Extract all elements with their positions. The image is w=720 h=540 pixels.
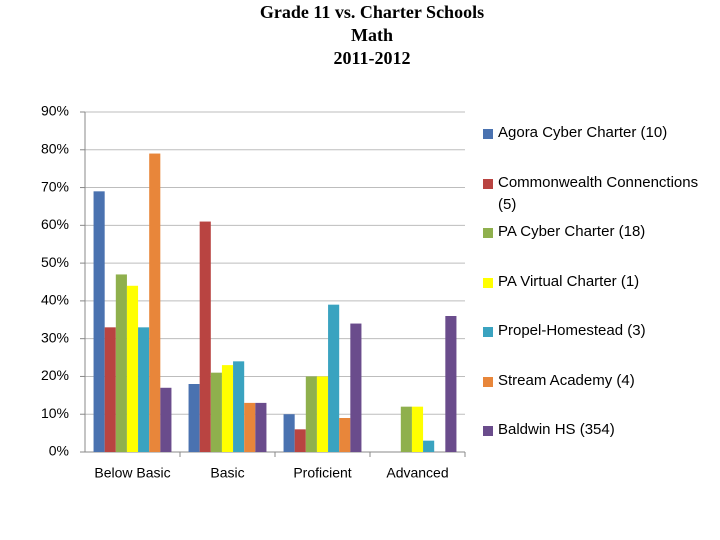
- chart-title: 2011-2012: [333, 48, 410, 68]
- bar: [93, 191, 105, 453]
- legend-label: Commonwealth Connenctions (5): [498, 173, 699, 213]
- legend-swatch: [483, 426, 493, 436]
- y-tick-label: 0%: [49, 443, 69, 459]
- y-tick-label: 50%: [41, 254, 69, 270]
- legend-swatch: [483, 327, 493, 337]
- bar: [339, 418, 351, 452]
- legend: Agora Cyber Charter (10) Commonwealth Con…: [483, 122, 708, 469]
- bar: [350, 323, 362, 452]
- bar: [210, 372, 222, 452]
- x-tick-label: Proficient: [293, 465, 351, 481]
- x-tick-label: Advanced: [386, 465, 448, 481]
- bar: [199, 221, 211, 452]
- legend-label: PA Cyber Charter (18): [498, 223, 646, 240]
- legend-swatch: [483, 376, 493, 387]
- legend-item: Propel-Homestead (3): [483, 320, 708, 370]
- bar: [316, 376, 329, 452]
- legend-swatch: [483, 277, 493, 288]
- bar: [104, 327, 116, 452]
- legend-label: Agora Cyber Charter (10): [498, 124, 668, 141]
- bar: [305, 376, 317, 452]
- bar: [283, 414, 295, 452]
- bar: [126, 285, 139, 452]
- bar: [255, 402, 267, 452]
- legend-swatch: [483, 129, 493, 139]
- legend-item: Agora Cyber Charter (10): [483, 122, 708, 172]
- legend-swatch: [483, 178, 493, 189]
- y-tick-label: 10%: [41, 405, 69, 421]
- bar: [445, 316, 457, 452]
- bar: [244, 402, 256, 452]
- chart-title: Grade 11 vs. Charter Schools: [260, 2, 484, 22]
- bar: [115, 274, 127, 452]
- legend-label: Propel-Homestead (3): [498, 322, 646, 339]
- legend-label: Stream Academy (4): [498, 371, 635, 389]
- y-tick-label: 20%: [41, 367, 69, 383]
- legend-item: Stream Academy (4): [483, 370, 708, 420]
- bar: [411, 406, 424, 452]
- legend-item: Commonwealth Connenctions (5): [483, 172, 708, 222]
- chart-title: Math: [351, 25, 393, 45]
- bar: [400, 406, 412, 452]
- bar: [188, 384, 200, 452]
- legend-swatch: [483, 228, 493, 238]
- y-tick-label: 60%: [41, 216, 69, 232]
- y-tick-label: 90%: [41, 103, 69, 119]
- y-tick-label: 70%: [41, 178, 69, 194]
- legend-item: Baldwin HS (354): [483, 419, 708, 469]
- bar: [138, 327, 150, 452]
- legend-label: PA Virtual Charter (1): [498, 272, 640, 290]
- x-tick-label: Basic: [210, 465, 244, 481]
- legend-item: PA Cyber Charter (18): [483, 221, 708, 271]
- bar: [294, 429, 306, 452]
- y-tick-label: 30%: [41, 329, 69, 345]
- y-tick-label: 40%: [41, 292, 69, 308]
- bar: [233, 361, 245, 452]
- bar: [149, 153, 161, 453]
- legend-label: Baldwin HS (354): [498, 421, 615, 438]
- legend-item: PA Virtual Charter (1): [483, 271, 708, 321]
- y-tick-label: 80%: [41, 140, 69, 156]
- bar: [328, 304, 340, 452]
- x-tick-label: Below Basic: [94, 465, 170, 481]
- bar: [160, 387, 172, 452]
- bar: [423, 440, 435, 452]
- bar: [221, 365, 234, 452]
